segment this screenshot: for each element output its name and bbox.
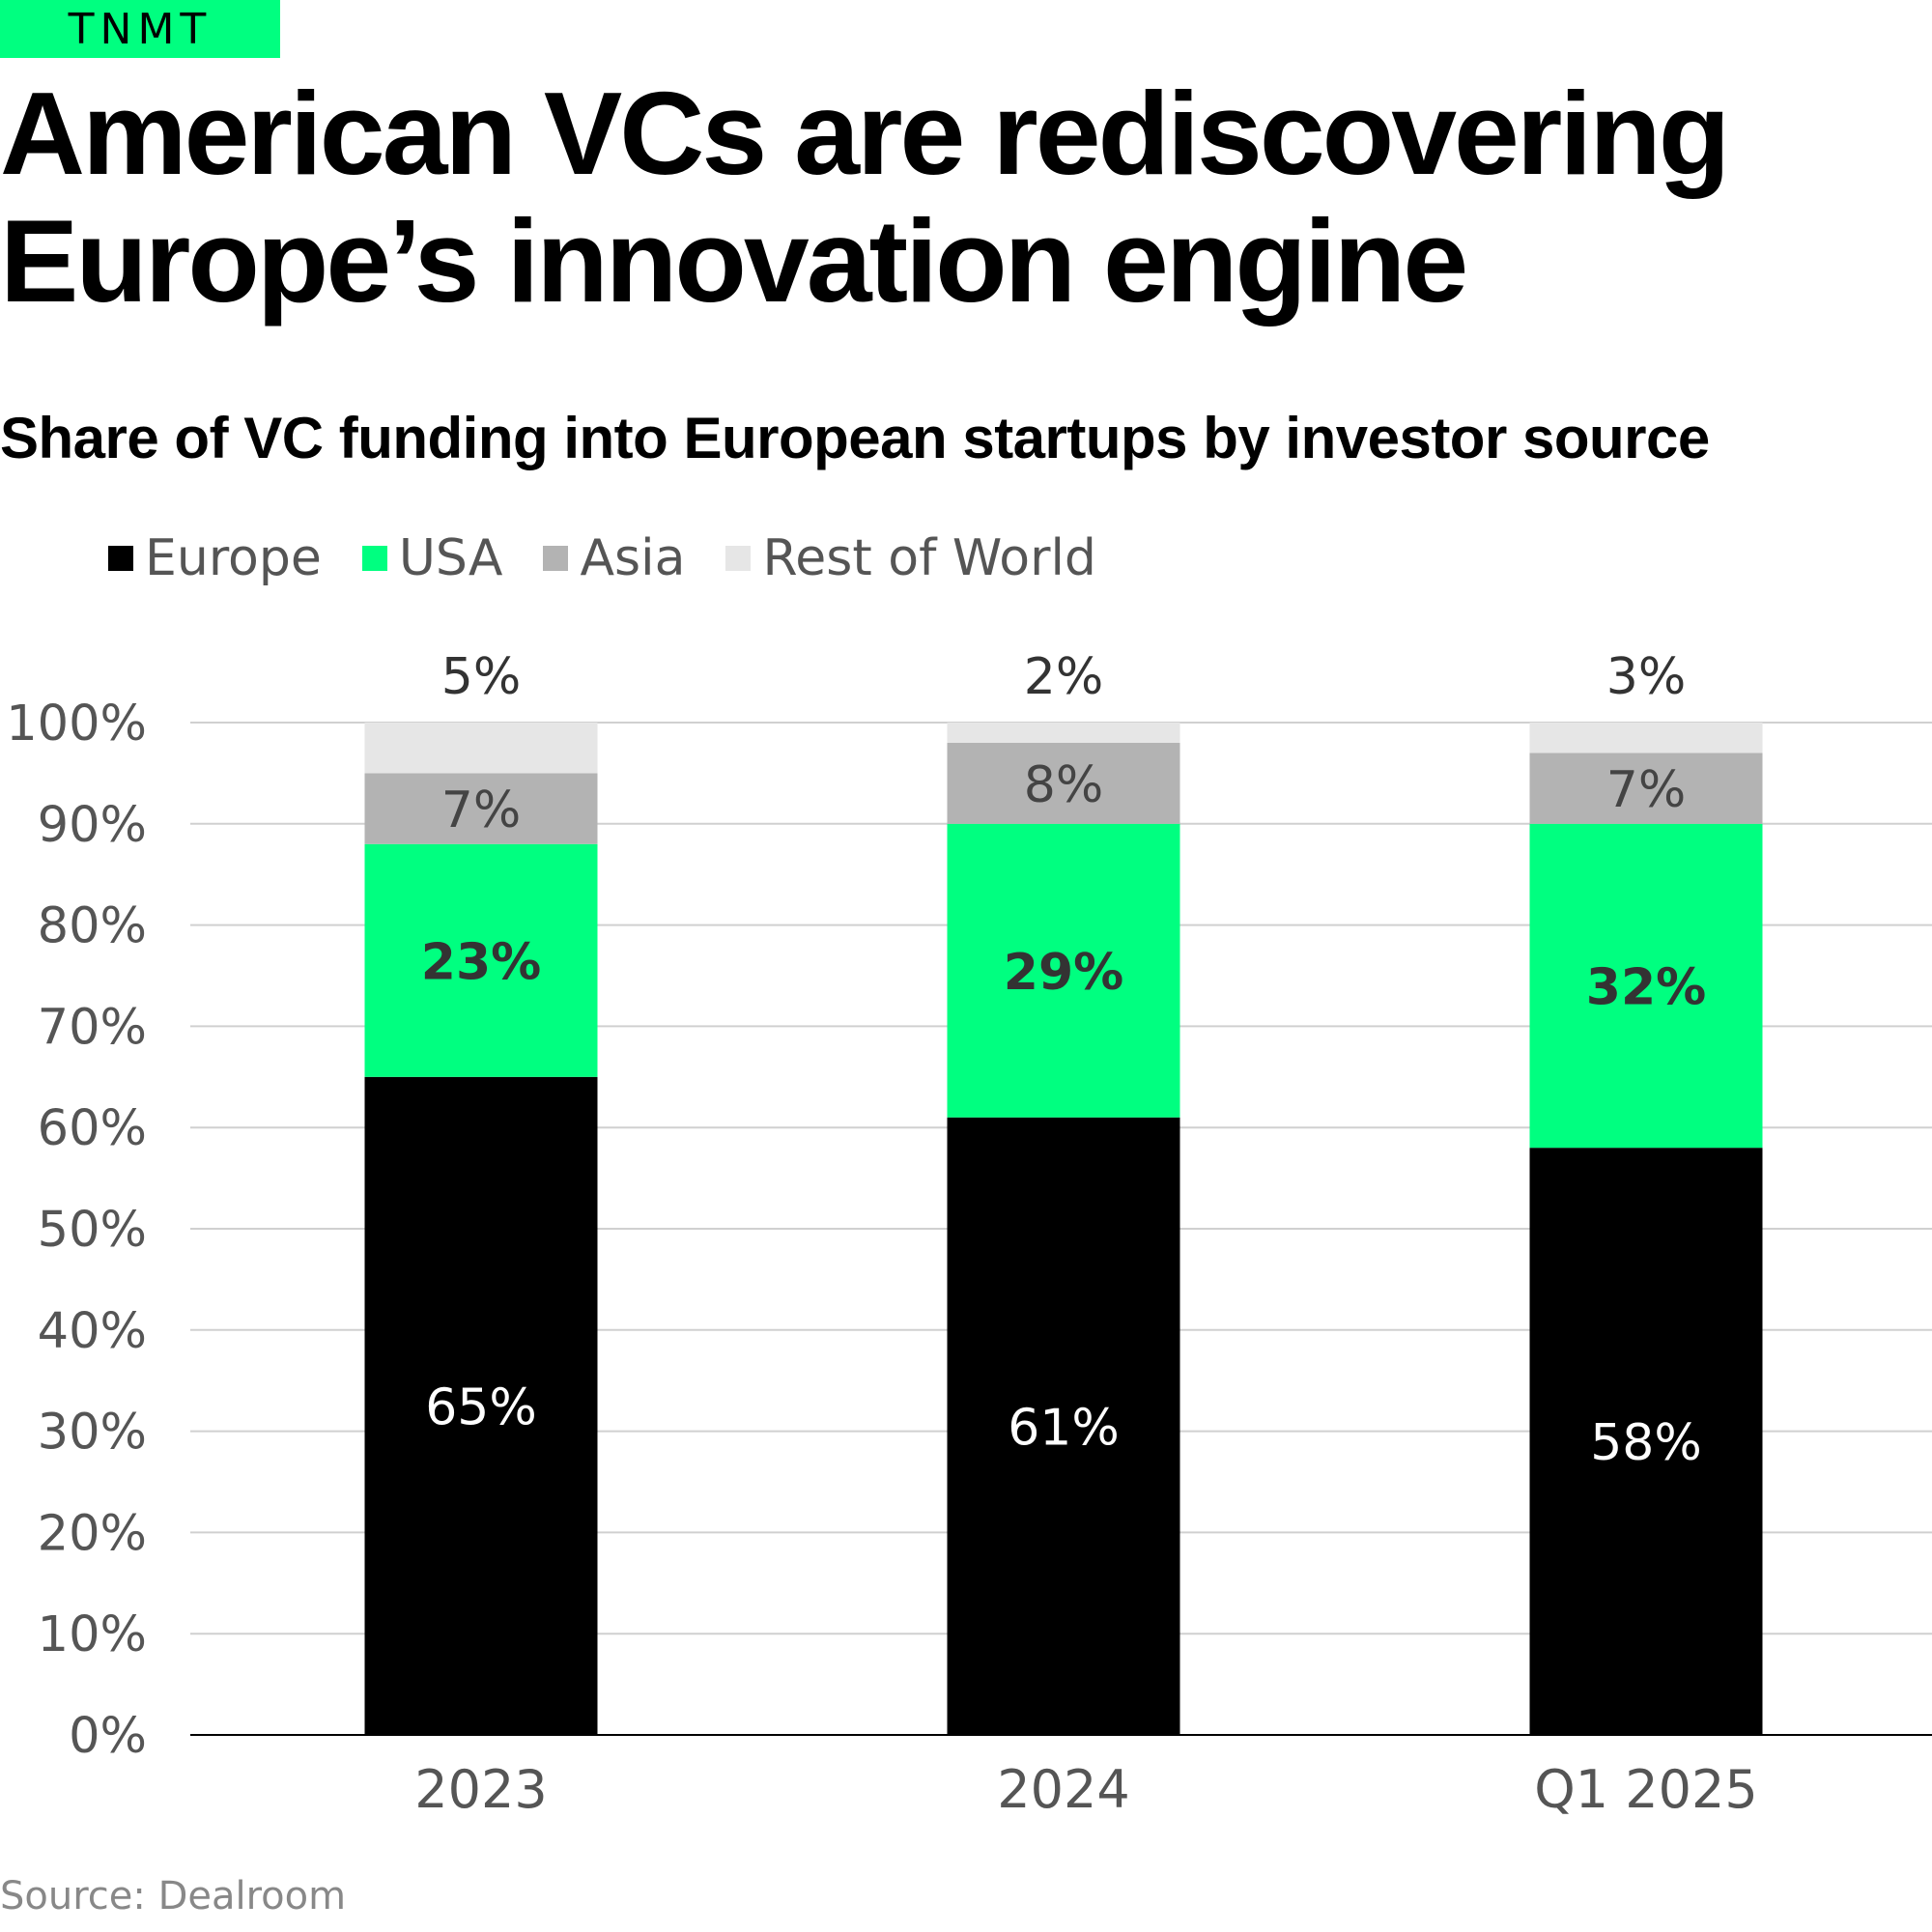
chart-legend: Europe USA Asia Rest of World [108, 529, 1137, 587]
bar-usa-2024 [947, 823, 1180, 1118]
legend-item-usa: USA [361, 529, 503, 587]
headline-line-2: Europe’s innovation engine [0, 195, 1468, 327]
headline-line-1: American VCs are rediscovering [0, 68, 1730, 199]
data-label-usa-q1-2025: 32% [1586, 958, 1706, 1016]
y-tick-label: 40% [38, 1303, 147, 1360]
legend-label-asia: Asia [580, 529, 686, 587]
data-label-usa-2024: 29% [1004, 944, 1123, 1002]
legend-swatch-europe [108, 546, 133, 571]
brand-logo-text: TNMT [68, 4, 213, 54]
legend-label-rest-of-world: Rest of World [762, 529, 1096, 587]
data-label-europe-2023: 65% [425, 1378, 537, 1436]
bar-asia-q1-2025 [1529, 753, 1763, 824]
legend-item-rest-of-world: Rest of World [725, 529, 1096, 587]
y-tick-label: 80% [38, 898, 147, 955]
legend-label-europe: Europe [145, 529, 322, 587]
bar-europe-q1-2025 [1529, 1148, 1763, 1735]
y-tick-label: 20% [38, 1505, 147, 1562]
source-note: Source: Dealroom [0, 1874, 347, 1918]
data-label-rest-of-world-q1-2025: 3% [1606, 648, 1687, 706]
y-tick-label: 10% [38, 1606, 147, 1663]
y-tick-label: 30% [38, 1405, 147, 1462]
y-tick-label: 60% [38, 1100, 147, 1157]
data-label-usa-2023: 23% [421, 933, 541, 991]
bars [364, 723, 1763, 1735]
data-label-asia-2023: 7% [441, 781, 522, 839]
legend-swatch-rest-of-world [725, 546, 752, 571]
data-label-europe-q1-2025: 58% [1590, 1414, 1702, 1472]
bar-usa-q1-2025 [1529, 823, 1763, 1149]
legend-swatch-asia [543, 546, 569, 571]
data-label-rest-of-world-2023: 5% [441, 648, 522, 706]
bar-europe-2024 [947, 1117, 1180, 1735]
bar-asia-2023 [364, 773, 598, 844]
y-tick-label: 50% [38, 1202, 147, 1259]
bar-rest-of-world-2023 [364, 723, 598, 774]
x-tick-label: Q1 2025 [1534, 1759, 1757, 1820]
bar-rest-of-world-q1-2025 [1529, 723, 1763, 753]
y-axis-ticks: 0% 10% 20% 30% 40% 50% 60% 70% 80% 90% 100% [6, 696, 147, 1765]
x-tick-label: 2023 [414, 1759, 547, 1820]
data-labels: 65% 23% 7% 5% 61% 29% 8% 2% 58% 32% 7% 3% [421, 648, 1706, 1472]
y-tick-label: 100% [6, 696, 147, 753]
brand-logo: TNMT [0, 0, 280, 58]
y-tick-label: 90% [38, 797, 147, 854]
data-label-asia-2024: 8% [1024, 756, 1104, 814]
legend-label-usa: USA [398, 529, 503, 587]
headline: American VCs are rediscovering Europe’s … [0, 68, 1730, 327]
bar-usa-2023 [364, 843, 598, 1077]
legend-item-europe: Europe [108, 529, 322, 587]
bar-europe-2023 [364, 1076, 598, 1735]
data-label-asia-q1-2025: 7% [1606, 761, 1687, 819]
data-label-rest-of-world-2024: 2% [1024, 648, 1104, 706]
y-tick-label: 70% [38, 999, 147, 1056]
x-tick-label: 2024 [997, 1759, 1129, 1820]
bar-rest-of-world-2024 [947, 723, 1180, 743]
bar-asia-2024 [947, 742, 1180, 824]
legend-swatch-usa [361, 546, 387, 571]
y-tick-label: 0% [69, 1708, 147, 1765]
legend-item-asia: Asia [543, 529, 685, 587]
x-axis-ticks: 2023 2024 Q1 2025 [414, 1759, 1757, 1820]
chart-title: Share of VC funding into European startu… [0, 406, 1710, 470]
data-label-europe-2024: 61% [1008, 1399, 1120, 1457]
